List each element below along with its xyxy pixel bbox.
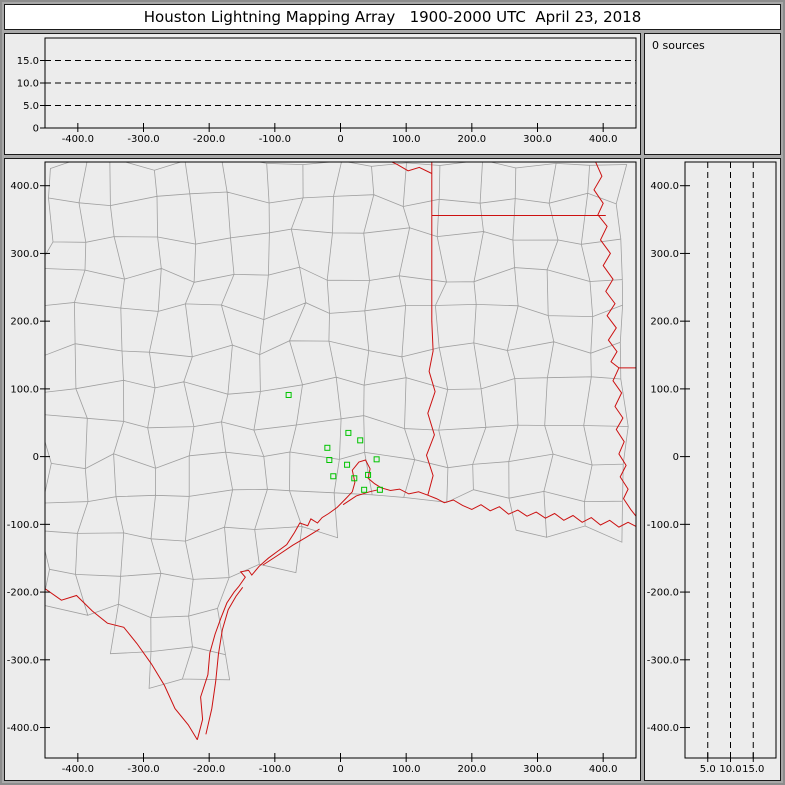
source-count-label: 0 sources — [652, 39, 705, 52]
plot-border — [684, 161, 777, 759]
station-marker — [285, 391, 292, 398]
y-tick-label: -100.0 — [7, 520, 39, 531]
altitude-vs-north-south-panel: 400.0 300.0 200.0 100.0 0 -100.0 -200.0 -300.0 -… — [644, 158, 781, 781]
y-tick-label: 10.0 — [17, 79, 39, 90]
plan-view-map-panel: 400.0 300.0 200.0 100.0 0 -100.0 -200.0 -300.0 -… — [4, 158, 641, 781]
station-marker — [357, 437, 364, 444]
x-tick-label: 10.0 — [719, 764, 741, 775]
x-tick-label: 100.0 — [392, 764, 421, 775]
x-tick-label: 15.0 — [742, 764, 764, 775]
county-boundaries — [45, 162, 629, 689]
y-tick-label: 100.0 — [10, 384, 39, 395]
y-tick-label: -100.0 — [647, 520, 679, 531]
x-tick-label: -300.0 — [127, 764, 159, 775]
rio-grande — [45, 588, 198, 740]
x-tick-label: 100.0 — [392, 134, 421, 145]
y-tick-label: 5.0 — [23, 101, 39, 112]
station-marker — [373, 456, 380, 463]
x-tick-label: -100.0 — [259, 134, 291, 145]
station-marker — [365, 471, 372, 478]
x-tick-label: -400.0 — [62, 764, 94, 775]
y-tick-label: 400.0 — [650, 181, 679, 192]
x-tick-label: -300.0 — [127, 134, 159, 145]
y-tick-label: 100.0 — [650, 384, 679, 395]
y-tick-label: -300.0 — [7, 655, 39, 666]
station-marker — [330, 473, 337, 480]
y-tick-label: 15.0 — [17, 56, 39, 67]
tx-la-border — [425, 162, 436, 496]
state-boundaries — [45, 162, 636, 740]
alt-ns-plot: 400.0 300.0 200.0 100.0 0 -100.0 -200.0 -300.0 -… — [647, 161, 777, 775]
galveston-island — [342, 489, 379, 506]
x-tick-label: 0 — [337, 134, 343, 145]
y-tick-label: -300.0 — [647, 655, 679, 666]
gulf-coast — [196, 459, 636, 740]
station-marker — [345, 429, 352, 436]
window-title: Houston Lightning Mapping Array 1900-200… — [143, 8, 642, 26]
y-tick-label: 300.0 — [10, 249, 39, 260]
x-tick-label: 200.0 — [458, 764, 487, 775]
y-tick-label: -400.0 — [647, 723, 679, 734]
y-tick-label: -400.0 — [7, 723, 39, 734]
altitude-vs-east-west-panel: 5.0 10.0 15.0 0 -400.0 -300.0 -200.0 -100.0 0 100… — [4, 33, 641, 155]
station-marker — [324, 444, 331, 451]
x-tick-label: -200.0 — [193, 764, 225, 775]
y-tick-label: 400.0 — [10, 181, 39, 192]
x-tick-label: 200.0 — [458, 134, 487, 145]
y-tick-label: -200.0 — [7, 588, 39, 599]
y-tick-label: 200.0 — [10, 317, 39, 328]
title-bar: Houston Lightning Mapping Array 1900-200… — [4, 4, 781, 30]
mississippi-river — [593, 162, 636, 517]
station-marker — [361, 486, 368, 493]
y-tick-label: 0 — [33, 452, 39, 463]
plot-border — [44, 161, 637, 759]
red-river — [390, 162, 433, 174]
lma-stations — [285, 391, 383, 493]
x-tick-label: 300.0 — [523, 764, 552, 775]
x-tick-label: -100.0 — [259, 764, 291, 775]
station-marker — [376, 486, 383, 493]
x-tick-label: 400.0 — [589, 134, 618, 145]
y-tick-label: 300.0 — [650, 249, 679, 260]
x-tick-label: 400.0 — [589, 764, 618, 775]
padre-island — [205, 586, 244, 735]
y-tick-label: 0 — [33, 124, 39, 135]
x-tick-label: -200.0 — [193, 134, 225, 145]
y-tick-label: -200.0 — [647, 588, 679, 599]
y-tick-label: 200.0 — [650, 317, 679, 328]
x-tick-label: 5.0 — [700, 764, 716, 775]
y-tick-label: 0 — [673, 452, 679, 463]
x-tick-label: -400.0 — [62, 134, 94, 145]
station-marker — [344, 461, 351, 468]
station-marker — [326, 457, 333, 463]
x-tick-label: 300.0 — [523, 134, 552, 145]
x-tick-label: 0 — [337, 764, 343, 775]
plan-view-map: 400.0 300.0 200.0 100.0 0 -100.0 -200.0 -300.0 -… — [7, 161, 637, 775]
source-count-panel: 0 sources — [644, 33, 781, 155]
station-marker — [351, 475, 358, 482]
alt-ew-plot: 5.0 10.0 15.0 0 -400.0 -300.0 -200.0 -100.0 0 100… — [17, 37, 637, 145]
matagorda-island — [262, 528, 320, 566]
